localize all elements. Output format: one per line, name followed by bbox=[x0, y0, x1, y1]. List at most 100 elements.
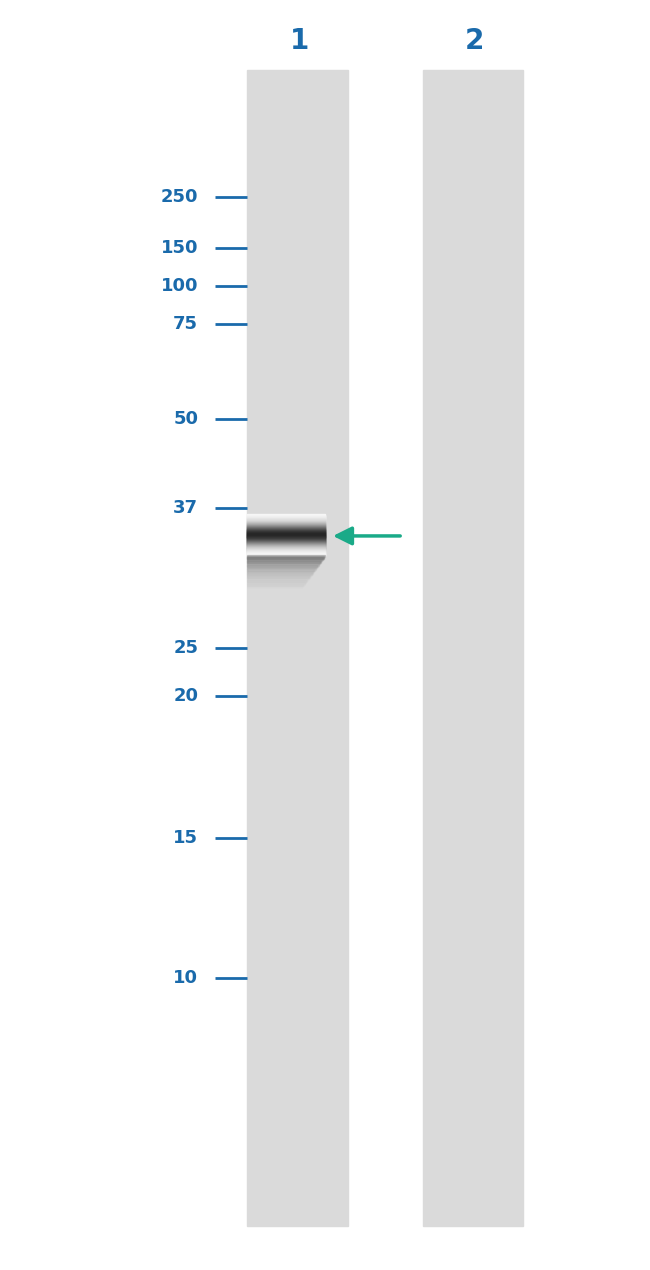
Bar bbox=[247, 560, 321, 563]
Bar bbox=[247, 550, 325, 551]
Bar bbox=[247, 572, 313, 573]
Bar bbox=[422, 70, 523, 1226]
Bar bbox=[247, 530, 325, 532]
Bar bbox=[247, 516, 325, 518]
Bar bbox=[247, 579, 307, 582]
Bar bbox=[247, 519, 325, 521]
Bar bbox=[247, 540, 325, 542]
Bar bbox=[247, 522, 325, 525]
Bar bbox=[247, 538, 325, 540]
Bar bbox=[247, 569, 315, 572]
Bar bbox=[247, 551, 325, 554]
Bar bbox=[247, 565, 317, 568]
Bar bbox=[247, 518, 325, 519]
Bar bbox=[247, 538, 325, 541]
Bar bbox=[247, 531, 325, 532]
Bar bbox=[247, 559, 322, 561]
Bar bbox=[247, 559, 322, 560]
Bar bbox=[247, 541, 325, 542]
Bar bbox=[247, 577, 309, 579]
Bar bbox=[247, 537, 325, 540]
Bar bbox=[247, 528, 325, 530]
Text: 150: 150 bbox=[161, 239, 198, 257]
Bar bbox=[247, 552, 325, 555]
Bar bbox=[247, 550, 325, 552]
Bar bbox=[247, 573, 311, 575]
Text: 100: 100 bbox=[161, 277, 198, 295]
Bar bbox=[247, 569, 315, 570]
Bar bbox=[247, 545, 325, 547]
Bar bbox=[247, 572, 313, 574]
Bar bbox=[247, 585, 303, 587]
Bar bbox=[247, 570, 314, 572]
Bar bbox=[247, 551, 325, 552]
Bar bbox=[247, 533, 325, 536]
Bar bbox=[247, 560, 322, 561]
Bar bbox=[247, 561, 320, 564]
Bar bbox=[247, 516, 325, 517]
Bar bbox=[247, 582, 305, 584]
Bar bbox=[247, 583, 304, 585]
Bar bbox=[247, 554, 325, 555]
Bar bbox=[247, 523, 325, 525]
Bar bbox=[247, 555, 325, 558]
Bar bbox=[247, 541, 325, 544]
Text: 250: 250 bbox=[161, 188, 198, 206]
Bar bbox=[247, 575, 310, 578]
Bar bbox=[247, 547, 325, 549]
Bar bbox=[247, 578, 308, 580]
Bar bbox=[247, 556, 324, 558]
Bar bbox=[247, 579, 307, 580]
Bar bbox=[247, 528, 325, 531]
Bar bbox=[247, 517, 325, 519]
Bar bbox=[247, 523, 325, 526]
Bar bbox=[247, 582, 306, 583]
Bar bbox=[247, 535, 325, 537]
Bar bbox=[247, 556, 324, 559]
Bar bbox=[247, 541, 325, 542]
Bar bbox=[247, 542, 325, 545]
Bar bbox=[247, 546, 325, 549]
Bar bbox=[247, 514, 325, 517]
Text: 10: 10 bbox=[174, 969, 198, 987]
Text: 1: 1 bbox=[290, 27, 309, 55]
Bar bbox=[247, 566, 317, 569]
Bar bbox=[247, 514, 325, 516]
Bar bbox=[247, 526, 325, 527]
Bar bbox=[247, 546, 325, 547]
Bar bbox=[247, 519, 325, 522]
Bar bbox=[247, 563, 319, 565]
Bar bbox=[247, 525, 325, 527]
Text: 15: 15 bbox=[174, 829, 198, 847]
Bar bbox=[247, 544, 325, 546]
Bar bbox=[247, 563, 320, 564]
Bar bbox=[247, 552, 325, 554]
Bar bbox=[247, 535, 325, 536]
Bar bbox=[247, 536, 325, 538]
Bar bbox=[247, 527, 325, 528]
Bar bbox=[247, 549, 325, 550]
Bar bbox=[247, 536, 325, 537]
Bar bbox=[247, 533, 325, 535]
Bar bbox=[247, 517, 325, 518]
Bar bbox=[247, 542, 325, 544]
Bar bbox=[247, 544, 325, 545]
Bar bbox=[247, 538, 325, 540]
Bar bbox=[247, 525, 325, 526]
Bar bbox=[247, 573, 312, 574]
Bar bbox=[247, 554, 325, 556]
Bar bbox=[247, 70, 348, 1226]
Bar bbox=[247, 532, 325, 533]
Bar bbox=[247, 564, 318, 566]
Bar bbox=[247, 528, 325, 530]
Bar bbox=[247, 518, 325, 521]
Text: 50: 50 bbox=[174, 410, 198, 428]
Bar bbox=[247, 526, 325, 528]
Bar bbox=[247, 531, 325, 532]
Bar bbox=[247, 521, 325, 522]
Bar bbox=[247, 552, 325, 554]
Bar bbox=[247, 550, 325, 551]
Bar bbox=[247, 533, 325, 535]
Bar bbox=[247, 537, 325, 538]
Bar bbox=[247, 547, 325, 549]
